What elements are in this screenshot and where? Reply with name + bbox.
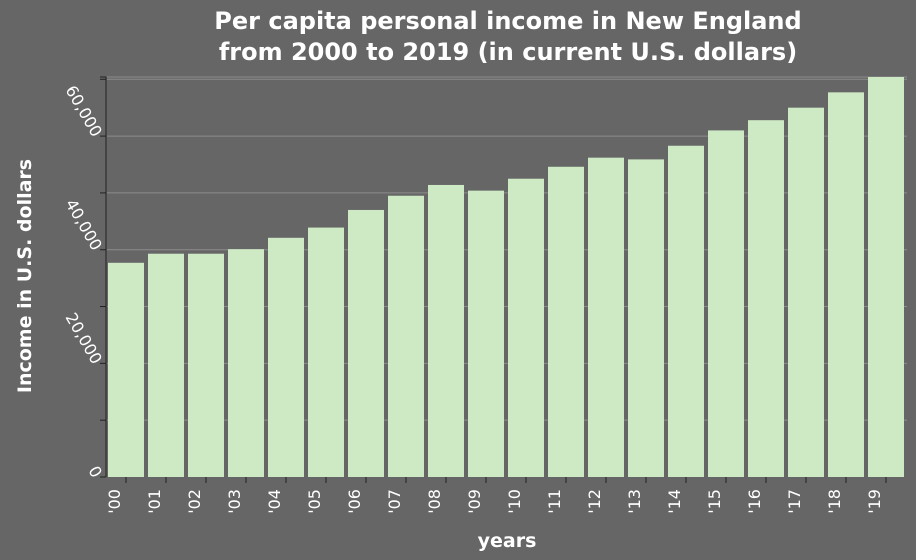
bar: [348, 209, 384, 478]
y-tick-label: 20,000: [62, 309, 106, 367]
bar: [548, 166, 584, 478]
x-tick-label: '16: [745, 489, 764, 514]
x-tick-label: '01: [145, 489, 164, 514]
bar: [188, 253, 224, 477]
x-tick-label: '06: [345, 489, 364, 514]
bar: [708, 130, 744, 477]
x-tick-label: '03: [225, 489, 244, 514]
x-tick-label: '19: [865, 489, 884, 514]
bar: [308, 227, 344, 477]
bar: [868, 77, 904, 477]
bar: [388, 195, 424, 477]
bar: [748, 120, 784, 477]
x-tick-label: '13: [625, 489, 644, 514]
chart-title-line-1: Per capita personal income in New Englan…: [214, 7, 801, 35]
y-tick-label: 0: [84, 463, 106, 481]
bar: [668, 145, 704, 477]
y-tick-labels: 0 20,000 40,000 60,000: [62, 82, 106, 481]
y-tick-label: 40,000: [62, 196, 106, 254]
bars: [108, 77, 904, 478]
bar: [268, 237, 304, 477]
x-tick-label: '15: [705, 489, 724, 514]
y-tick-label: 60,000: [62, 82, 106, 140]
gridlines: [107, 76, 907, 421]
bar: [468, 190, 504, 478]
bar: [788, 107, 824, 477]
x-tick-label: '04: [265, 489, 284, 514]
y-axis-label: Income in U.S. dollars: [14, 159, 36, 393]
x-tick-label: '18: [825, 489, 844, 514]
x-tick-label: '14: [665, 489, 684, 514]
x-tick-labels: '00 '01 '02 '03 '04 '05 '06 '07 '08 '09 '10 '11 '12 '…: [105, 489, 884, 514]
bar: [588, 157, 624, 477]
bar: [148, 253, 184, 477]
bar: [228, 249, 264, 477]
axes: [100, 76, 887, 483]
x-tick-label: '09: [465, 489, 484, 514]
x-tick-label: '07: [385, 489, 404, 514]
bar: [508, 178, 544, 478]
bar: [108, 262, 144, 477]
chart-title-line-2: from 2000 to 2019 (in current U.S. dolla…: [219, 38, 797, 66]
x-tick-label: '12: [585, 489, 604, 514]
bar: [828, 92, 864, 477]
bar: [628, 159, 664, 478]
x-tick-label: '05: [305, 489, 324, 514]
x-tick-label: '17: [785, 489, 804, 514]
x-tick-label: '00: [105, 489, 124, 514]
x-tick-label: '10: [505, 489, 524, 514]
bar: [428, 184, 464, 478]
x-tick-label: '08: [425, 489, 444, 514]
x-tick-label: '02: [185, 489, 204, 514]
x-tick-label: '11: [545, 489, 564, 514]
x-axis-label: years: [478, 530, 537, 552]
